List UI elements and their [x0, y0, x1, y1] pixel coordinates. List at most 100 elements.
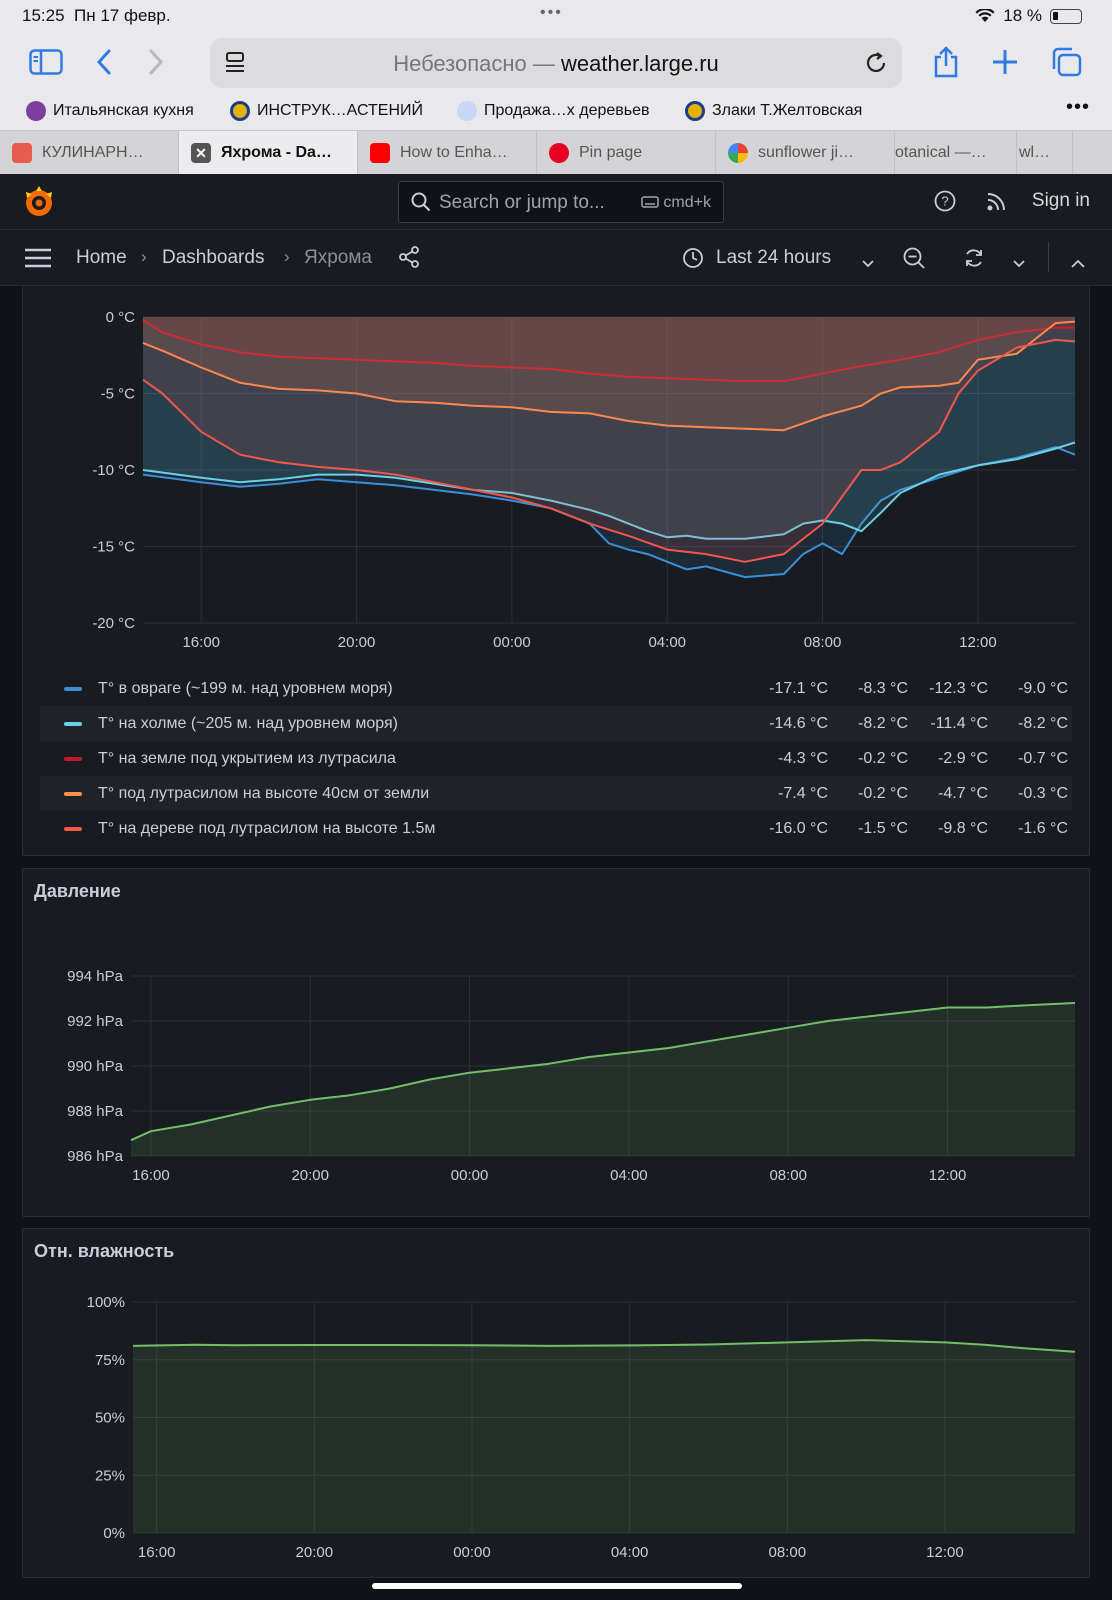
y-tick-label: 992 hPa [67, 1013, 124, 1030]
pinterest-icon [549, 143, 569, 163]
bookmark-item[interactable]: Итальянская кухня [26, 101, 194, 121]
legend-max: -0.2 °C [858, 784, 908, 802]
x-tick-label: 08:00 [804, 634, 842, 650]
status-right: 18 % [975, 6, 1082, 26]
zoom-out-icon[interactable] [903, 247, 925, 275]
refresh-interval-chevron-icon[interactable] [1013, 252, 1025, 274]
close-tab-icon[interactable]: ✕ [191, 143, 211, 163]
sign-in-link[interactable]: Sign in [1031, 190, 1090, 211]
multitask-dots[interactable]: ••• [540, 4, 563, 21]
x-tick-label: 08:00 [769, 1167, 807, 1184]
legend-row[interactable]: T° под лутрасилом на высоте 40см от земл… [40, 776, 1072, 811]
series-area-fill [143, 317, 1075, 431]
y-tick-label: 0 °C [106, 309, 136, 326]
svg-text:?: ? [941, 194, 948, 209]
tab-item[interactable]: wl… [1017, 131, 1073, 175]
collapse-chevron-up-icon[interactable] [1071, 252, 1085, 274]
tabs-overview-icon[interactable] [1046, 42, 1086, 82]
legend-row[interactable]: T° в овраге (~199 м. над уровнем моря) -… [40, 671, 1072, 706]
legend-row[interactable]: T° на холме (~205 м. над уровнем моря) -… [40, 706, 1072, 741]
refresh-icon[interactable] [963, 247, 985, 275]
y-tick-label: 990 hPa [67, 1058, 124, 1075]
breadcrumb-home[interactable]: Home [76, 247, 127, 268]
tab-item-active[interactable]: ✕ Яхрома - Da… [179, 131, 358, 175]
bookmark-item[interactable]: Злаки Т.Желтовская [685, 101, 862, 121]
tab-item[interactable]: How to Enha… [358, 131, 537, 175]
legend-avg: -9.8 °C [938, 819, 988, 837]
panel-title[interactable]: Отн. влажность [34, 1241, 175, 1261]
reader-icon[interactable] [224, 51, 246, 80]
legend-avg: -2.9 °C [938, 749, 988, 767]
forward-icon[interactable] [136, 42, 176, 82]
grafana-topbar: Search or jump to... cmd+k ? Sign in [0, 174, 1112, 230]
legend-avg: -12.3 °C [929, 679, 988, 697]
y-tick-label: -10 °C [92, 462, 135, 479]
wifi-icon [975, 9, 995, 22]
legend-label: T° под лутрасилом на высоте 40см от земл… [98, 784, 430, 802]
legend-min: -4.3 °C [778, 749, 828, 767]
new-tab-icon[interactable] [985, 42, 1025, 82]
search-icon [411, 192, 431, 218]
x-tick-label: 04:00 [611, 1544, 649, 1561]
tab-item[interactable]: КУЛИНАРН… [0, 131, 179, 175]
reload-icon[interactable] [864, 51, 888, 80]
breadcrumb-current: Яхрома [304, 247, 372, 268]
tab-item[interactable]: otanical —… [895, 131, 1017, 175]
youtube-icon [370, 143, 390, 163]
legend-min: -17.1 °C [769, 679, 828, 697]
y-tick-label: 994 hPa [67, 968, 124, 985]
legend-min: -16.0 °C [769, 819, 828, 837]
search-input[interactable]: Search or jump to... cmd+k [398, 181, 724, 223]
x-tick-label: 16:00 [138, 1544, 176, 1561]
grafana-navbar: Home › Dashboards › Яхрома Last 24 hours [0, 230, 1112, 286]
menu-icon[interactable] [24, 248, 52, 274]
y-tick-label: -15 °C [92, 539, 135, 556]
legend-row[interactable]: T° на земле под укрытием из лутрасила -4… [40, 741, 1072, 776]
pressure-chart[interactable]: 994 hPa 992 hPa 990 hPa 988 hPa 986 hPa 16:00… [23, 909, 1089, 1209]
time-range-picker[interactable]: Last 24 hours [716, 247, 832, 268]
legend-row[interactable]: T° на дереве под лутрасилом на высоте 1.… [40, 811, 1072, 846]
legend-min: -7.4 °C [778, 784, 828, 802]
more-icon[interactable]: ••• [1066, 96, 1091, 118]
chevron-down-icon[interactable] [862, 252, 874, 274]
clock-icon [682, 247, 704, 275]
grafana-logo-icon[interactable] [22, 184, 56, 225]
series-area-fill [133, 1340, 1075, 1533]
legend-current: -0.7 °C [1018, 749, 1068, 767]
series-area-fill [131, 1003, 1075, 1156]
x-tick-label: 12:00 [926, 1544, 964, 1561]
y-tick-label: 75% [95, 1352, 125, 1369]
series-line [142, 441, 1076, 540]
temperature-chart[interactable]: 0 °C -5 °C -10 °C -15 °C -20 °C 16:00 20:00 00:… [23, 286, 1089, 650]
back-icon[interactable] [84, 42, 124, 82]
home-indicator[interactable] [372, 1583, 742, 1589]
rss-icon[interactable] [986, 190, 1008, 217]
help-icon[interactable]: ? [934, 190, 956, 217]
tab-item[interactable]: Pin page [537, 131, 716, 175]
panel-title[interactable]: Давление [34, 881, 121, 901]
humidity-chart[interactable]: 100% 75% 50% 25% 0% 16:00 20:00 00:00 04:00 08:00… [23, 1269, 1089, 1579]
legend-max: -0.2 °C [858, 749, 908, 767]
sidebar-toggle-icon[interactable] [26, 42, 66, 82]
share-dashboard-icon[interactable] [398, 246, 420, 274]
breadcrumb-separator-icon: › [284, 247, 290, 266]
insecure-label: Небезопасно — [393, 51, 555, 76]
x-tick-label: 16:00 [182, 634, 220, 650]
bookmark-item[interactable]: ИНСТРУК…АСТЕНИЙ [230, 101, 423, 121]
pressure-panel: Давление 994 hPa 992 hPa 990 hPa 988 hPa 986… [22, 868, 1090, 1217]
legend-current: -8.2 °C [1018, 714, 1068, 732]
bookmark-item[interactable]: Продажа…х деревьев [457, 101, 650, 121]
legend-avg: -11.4 °C [930, 714, 988, 732]
breadcrumb-dashboards[interactable]: Dashboards [162, 247, 265, 268]
url-host: weather.large.ru [561, 51, 719, 76]
status-bar: 15:25 Пн 17 февр. ••• 18 % [0, 0, 1112, 32]
url-text[interactable]: Небезопасно — weather.large.ru [210, 51, 902, 77]
x-tick-label: 16:00 [132, 1167, 170, 1184]
tab-strip: КУЛИНАРН… ✕ Яхрома - Da… How to Enha… Pin… [0, 130, 1112, 175]
humidity-panel: Отн. влажность 100% 75% 50% 25% 0% 16:00 20:00… [22, 1228, 1090, 1578]
share-icon[interactable] [926, 42, 966, 82]
y-tick-label: 50% [95, 1410, 125, 1427]
tab-item[interactable]: sunflower ji… [716, 131, 895, 175]
address-bar[interactable]: Небезопасно — weather.large.ru [210, 38, 902, 88]
browser-toolbar: Небезопасно — weather.large.ru [0, 32, 1112, 94]
